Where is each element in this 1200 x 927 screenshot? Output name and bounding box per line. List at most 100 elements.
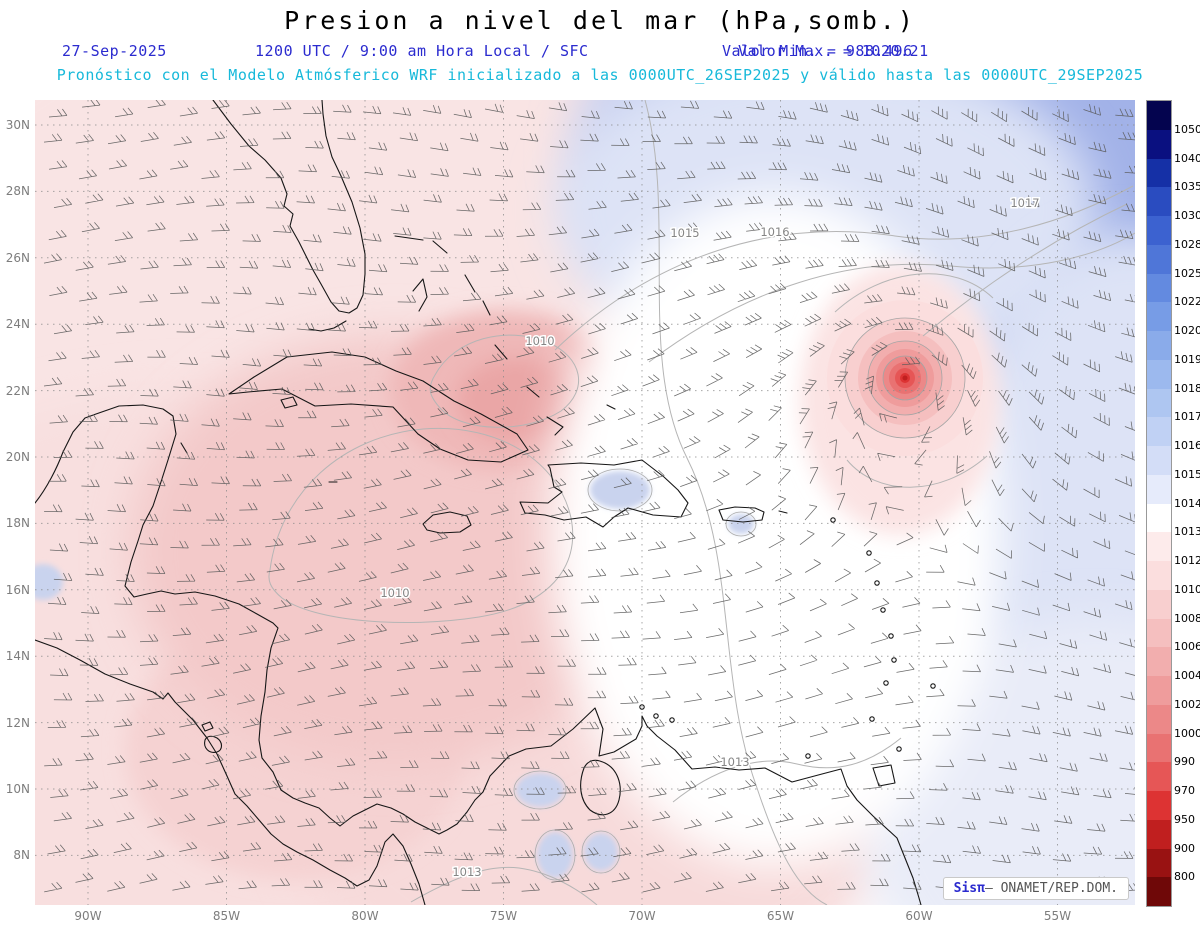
colorbar-cell [1147,302,1171,331]
colorbar-cell [1147,877,1171,906]
min-max-values: Valor Min. = 988.496 Valor Max. = 1020.21 [722,42,929,60]
colorbar [1146,100,1172,907]
colorbar-cell [1147,704,1171,734]
page-title: Presion a nivel del mar (hPa,somb.) [284,6,916,35]
coastlines-layer [35,100,936,905]
colorbar-cell [1147,244,1171,274]
colorbar-label: 1040 [1174,151,1200,165]
lon-label: 80W [351,909,379,923]
colorbar-cell [1147,331,1171,360]
wind-barbs-layer [43,100,1135,893]
colorbar-label: 1019 [1174,352,1200,366]
colorbar-label: 1015 [1174,467,1200,481]
colorbar-label: 1050 [1174,122,1200,136]
colorbar-label: 1002 [1174,697,1200,711]
colorbar-label: 1016 [1174,439,1200,452]
colorbar-label: 1025 [1174,266,1200,280]
colorbar-cell [1147,273,1171,303]
lat-label: 20N [5,450,30,464]
colorbar-label: 1012 [1174,554,1200,567]
colorbar-cell [1147,129,1171,159]
colorbar-label: 1022 [1174,295,1200,309]
colorbar-cell [1147,359,1171,389]
colorbar-label: 1014 [1174,496,1200,510]
colorbar-cell [1147,819,1171,849]
forecast-line: Pronóstico con el Modelo Atmósferico WRF… [56,66,1144,84]
colorbar-label: 1010 [1174,582,1200,596]
colorbar-label-column: 1050 1040 1035 1030 1028 1025 1022 1020 1019 1018… [1174,0,1200,927]
colorbar-cell [1147,388,1171,418]
lon-label: 55W [1043,909,1072,923]
colorbar-label: 1008 [1174,611,1200,625]
contour-label: 1013 [720,755,749,769]
colorbar-cell [1147,101,1171,130]
colorbar-label: 1030 [1174,209,1200,222]
colorbar-label: 1020 [1174,324,1200,337]
valor-max: Valor Max. = 1020.21 [738,42,929,60]
colorbar-label: 1028 [1174,237,1200,251]
map-area: 1015 1016 1017 1010 1010 1013 1013 Sisπ— ONAME… [35,100,1135,905]
lat-label: 16N [5,582,30,597]
colorbar-cell [1147,676,1171,705]
header-info-line: 27-Sep-2025 1200 UTC / 9:00 am Hora Loca… [0,42,1200,62]
colorbar-cell [1147,158,1171,188]
lon-label: 60W [905,909,933,923]
colorbar-label: 1035 [1174,180,1200,194]
lon-label: 70W [628,909,656,923]
contour-label: 1017 [1010,196,1039,210]
lon-label: 90W [74,909,102,923]
contour-labels-layer: 1015 1016 1017 1010 1010 1013 1013 [379,195,1041,881]
contour-label: 1015 [670,226,699,240]
valid-time: 1200 UTC / 9:00 am Hora Local / SFC [255,42,589,60]
lat-label: 8N [13,848,30,863]
colorbar-cell [1147,647,1171,676]
longitude-axis: 90W 85W 80W 75W 70W 65W 60W 55W [35,905,1135,927]
colorbar-cell [1147,417,1171,446]
colorbar-cell [1147,216,1171,245]
colorbar-label: 900 [1174,841,1195,855]
attribution-brand: Sisπ [953,881,985,896]
attribution-box: Sisπ— ONAMET/REP.DOM. [942,877,1129,900]
grid-lines-layer [35,100,1135,905]
contour-label: 1010 [525,334,554,348]
lat-label: 22N [5,383,30,398]
colorbar-cell [1147,848,1171,878]
lat-label: 12N [5,715,30,730]
colorbar-cell [1147,589,1171,619]
lon-label: 65W [766,909,795,923]
valid-date: 27-Sep-2025 [62,42,167,60]
lat-label: 10N [5,782,30,796]
colorbar-cell [1147,618,1171,648]
lat-label: 28N [5,184,30,199]
contour-label: 1010 [380,586,409,600]
colorbar-cell [1147,187,1171,216]
lat-label: 18N [5,516,30,531]
lat-label: 30N [5,118,30,132]
colorbar-label: 970 [1174,784,1195,797]
colorbar-cell [1147,733,1171,763]
colorbar-cell [1147,561,1171,590]
colorbar-label: 1006 [1174,640,1200,654]
valor-min: Valor Min. = 988.496 [722,42,913,60]
colorbar-cell [1147,532,1171,561]
latitude-axis: 30N 28N 26N 24N 22N 20N 18N 16N 14N 12N 10N 8N [0,100,33,905]
colorbar-label: 1004 [1174,669,1200,682]
pressure-map: 1015 1016 1017 1010 1010 1013 1013 [35,100,1135,905]
colorbar-label: 800 [1174,870,1195,884]
colorbar-label: 950 [1174,812,1195,826]
colorbar-label: 1017 [1174,410,1200,424]
colorbar-cell [1147,446,1171,475]
contour-label: 1013 [452,865,481,879]
colorbar-label: 1018 [1174,381,1200,395]
lon-label: 75W [489,909,518,923]
colorbar-cell [1147,762,1171,791]
lat-label: 26N [5,250,30,265]
colorbar-cell [1147,503,1171,533]
lat-label: 14N [5,649,30,664]
pressure-shading-layer [35,100,1135,905]
contour-label: 1016 [760,225,789,239]
lat-label: 24N [5,317,30,332]
colorbar-label: 1000 [1174,726,1200,740]
colorbar-cell [1147,474,1171,504]
